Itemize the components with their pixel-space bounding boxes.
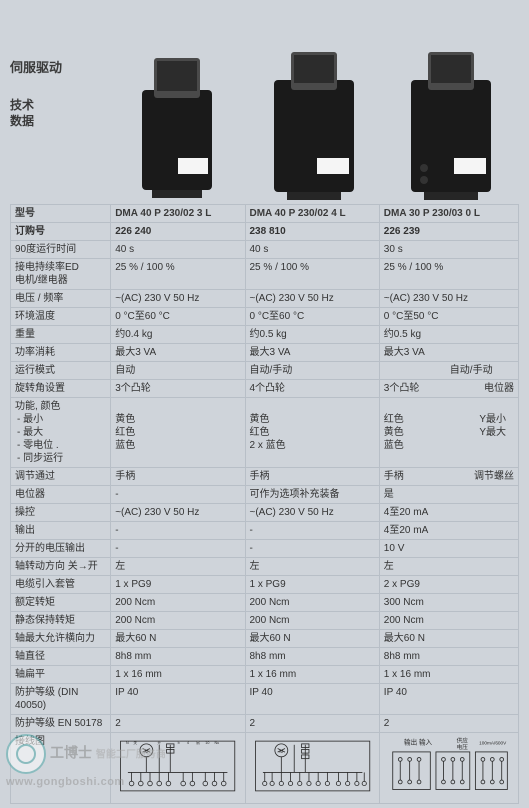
svg-text:M: M (145, 749, 149, 754)
spec-table: 型号DMA 40 P 230/02 3 LDMA 40 P 230/02 4 L… (10, 204, 519, 804)
svg-text:4: 4 (187, 741, 189, 745)
svg-text:扇: 扇 (196, 740, 200, 745)
wiring-diagram-2: M (245, 733, 379, 804)
product-image-2 (245, 12, 382, 204)
model-3: DMA 30 P 230/03 0 L (379, 205, 518, 223)
svg-text:关: 关 (134, 740, 138, 745)
svg-text:M: M (279, 749, 283, 754)
svg-text:b: b (178, 741, 180, 745)
product-image-3 (382, 12, 519, 204)
svg-text:输出 输入: 输出 输入 (404, 737, 433, 746)
svg-text:供应: 供应 (456, 737, 468, 745)
svg-text:100mA/600V: 100mA/600V (479, 740, 507, 745)
section-title: 伺服驱动 (10, 57, 108, 76)
wiring-diagram-1: M b 4 扇 10 Nu N 关 开 (111, 733, 245, 804)
model-1: DMA 40 P 230/02 3 L (111, 205, 245, 223)
section-subtitle: 技术数据 (10, 98, 108, 129)
svg-text:电压: 电压 (456, 743, 468, 751)
wiring-diagram-3: 输出 输入 供应电压 100mA/600V (379, 733, 518, 804)
svg-text:Nu: Nu (215, 741, 220, 745)
svg-text:10: 10 (205, 741, 209, 745)
model-2: DMA 40 P 230/02 4 L (245, 205, 379, 223)
product-image-1 (108, 12, 245, 204)
svg-text:开: 开 (158, 741, 162, 745)
row-label: 型号 (11, 205, 111, 223)
svg-text:N: N (126, 741, 129, 745)
